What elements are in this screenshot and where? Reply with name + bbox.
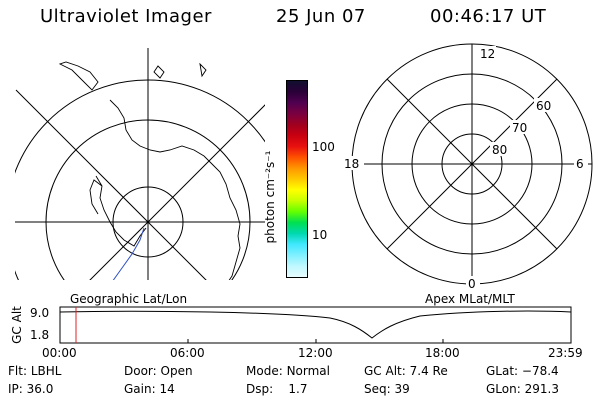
mlt-label-0: 0	[468, 277, 476, 291]
mlat-label-70: 70	[512, 121, 527, 135]
x-label-0000: 00:00	[42, 346, 77, 360]
meridian	[147, 221, 207, 280]
instrument-title: Ultraviolet Imager	[40, 6, 212, 27]
apex-caption: Apex MLat/MLT	[425, 292, 515, 306]
x-label-1800: 18:00	[425, 346, 460, 360]
coastline	[58, 61, 99, 91]
coastline	[89, 99, 241, 280]
colorbar-tick-10: 10	[312, 228, 328, 242]
status-dsp: Dsp: 1.7	[246, 382, 308, 396]
geographic-caption: Geographic Lat/Lon	[70, 292, 188, 306]
colorbar-tick-100: 100	[312, 140, 335, 154]
x-label-1200: 12:00	[298, 346, 333, 360]
colorbar-gradient	[287, 81, 307, 277]
altitude-ytick-1-8: 1.8	[30, 328, 50, 342]
mlt-label-18: 18	[344, 157, 359, 171]
altitude-ytick-9: 9.0	[30, 306, 50, 320]
altitude-plot-frame	[59, 306, 572, 344]
x-label-2359: 23:59	[548, 346, 583, 360]
meridian	[15, 89, 149, 223]
mlt-label-12: 12	[480, 47, 495, 61]
time-label: 00:46:17 UT	[430, 6, 547, 27]
x-label-0600: 06:00	[170, 346, 205, 360]
mlat-label-80: 80	[492, 143, 507, 157]
date-label: 25 Jun 07	[276, 6, 366, 27]
mlt-label-6: 6	[576, 157, 584, 171]
coastline	[153, 62, 207, 79]
colorbar	[286, 80, 308, 278]
status-ip: IP: 36.0	[8, 382, 54, 396]
status-gc-alt: GC Alt: 7.4 Re	[364, 364, 448, 378]
altitude-ylabel: GC Alt	[10, 306, 24, 344]
status-mode: Mode: Normal	[246, 364, 330, 378]
meridian	[147, 104, 265, 223]
mlt-line-diag	[386, 78, 558, 250]
altitude-curve	[59, 310, 572, 339]
orbit-track	[112, 227, 145, 280]
status-flt: Flt: LBHL	[8, 364, 62, 378]
meridian	[89, 221, 149, 280]
mlat-label-60: 60	[536, 99, 551, 113]
status-door: Door: Open	[124, 364, 193, 378]
status-seq: Seq: 39	[364, 382, 410, 396]
status-gain: Gain: 14	[124, 382, 175, 396]
status-glon: GLon: 291.3	[486, 382, 559, 396]
status-glat: GLat: −78.4	[486, 364, 559, 378]
